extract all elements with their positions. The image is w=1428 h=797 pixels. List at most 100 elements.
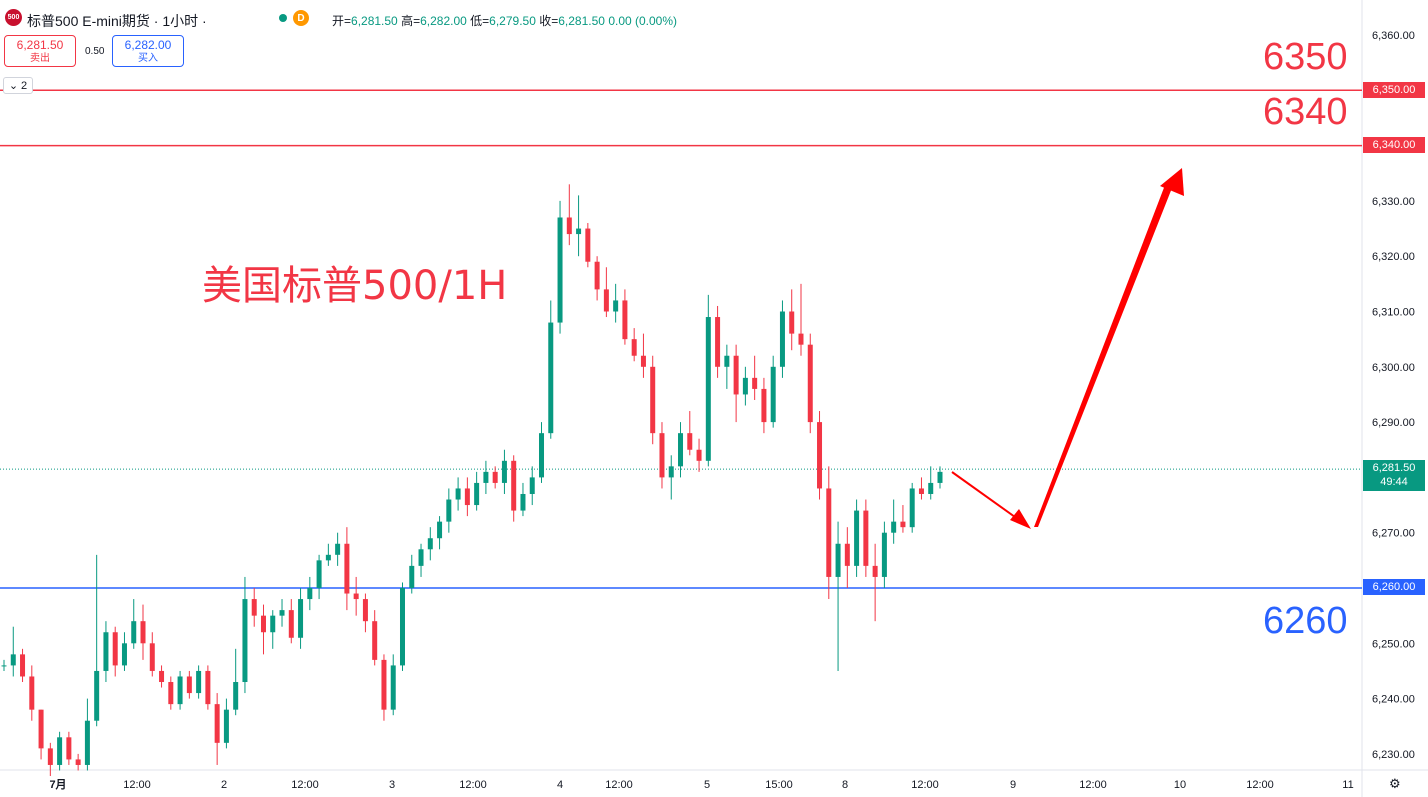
candle-body <box>501 460 507 483</box>
candle-body <box>891 521 897 533</box>
candle-body <box>715 317 721 367</box>
current-price-value: 6,281.50 <box>1372 462 1416 474</box>
candle-body <box>446 499 452 522</box>
chevron-down-icon: ⌄ <box>8 80 19 92</box>
candle-body <box>75 759 81 765</box>
indicators-toggle[interactable]: ⌄ 2 <box>3 77 33 94</box>
candle-body <box>159 670 165 683</box>
candle-body <box>298 599 304 638</box>
candle-body <box>937 471 943 483</box>
candle-body <box>57 737 63 765</box>
candle-body <box>798 333 804 345</box>
sell-button[interactable]: 6,281.50 卖出 <box>4 35 76 67</box>
candle-body <box>223 709 229 743</box>
close-value: 6,281.50 <box>558 14 605 28</box>
time-axis-label: 11 <box>1342 779 1353 791</box>
price-axis-tick: 6,360.00 <box>1372 30 1415 42</box>
candle-body <box>900 521 906 528</box>
buy-button[interactable]: 6,282.00 买入 <box>112 35 184 67</box>
price-axis-tick: 6,240.00 <box>1372 694 1415 706</box>
projection-up-arrowhead <box>1160 168 1184 196</box>
market-open-dot <box>279 14 287 22</box>
candle-body <box>807 344 813 423</box>
sell-price: 6,281.50 <box>16 38 64 52</box>
candle-body <box>233 682 239 710</box>
candle-body <box>631 339 637 356</box>
buy-label: 买入 <box>138 53 158 64</box>
candle-body <box>390 665 396 710</box>
candle-body <box>214 704 220 743</box>
level-label-6260: 6260 <box>1263 600 1348 642</box>
gear-icon[interactable]: ⚙ <box>1389 776 1401 791</box>
candle-body <box>566 217 572 235</box>
projection-down-arrowhead <box>1010 509 1031 529</box>
candle-body <box>603 289 609 312</box>
chart-annotation-title: 美国标普500/1H <box>202 263 508 309</box>
time-axis-label: 5 <box>704 779 710 791</box>
candle-body <box>1 665 7 667</box>
candle-body <box>112 632 118 666</box>
time-axis-label: 15:00 <box>765 779 793 791</box>
time-axis-label: 10 <box>1174 779 1186 791</box>
candle-body <box>399 588 405 666</box>
time-axis-label: 7月 <box>49 778 66 791</box>
candle-body <box>474 482 480 506</box>
price-tag-6340: 6,340.00 <box>1363 137 1425 153</box>
time-axis-label: 9 <box>1010 779 1016 791</box>
indicator-count: 2 <box>21 79 28 92</box>
candle-body <box>168 682 174 705</box>
candle-body <box>640 355 646 367</box>
price-axis-tick: 6,320.00 <box>1372 251 1415 263</box>
candle-body <box>576 228 582 235</box>
time-axis-label: 12:00 <box>459 779 487 791</box>
candle-body <box>529 477 535 494</box>
candle-body <box>817 422 823 489</box>
candle-body <box>84 720 90 765</box>
candle-body <box>279 610 285 616</box>
candle-body <box>696 449 702 461</box>
candle-body <box>455 488 461 500</box>
candle-body <box>650 366 656 434</box>
candle-body <box>140 621 146 644</box>
symbol-title[interactable]: 标普500 E-mini期货 · 1小时 · <box>27 13 207 29</box>
time-axis-label: 2 <box>221 779 227 791</box>
candle-body <box>761 388 767 423</box>
candle-body <box>418 549 424 566</box>
candle-body <box>344 543 350 594</box>
candle-body <box>66 737 72 760</box>
candle-body <box>20 654 26 677</box>
candle-body <box>585 228 591 262</box>
candle-body <box>826 488 832 577</box>
candle-body <box>121 643 127 666</box>
time-axis-label: 8 <box>842 779 848 791</box>
low-value: 6,279.50 <box>489 14 536 28</box>
candle-body <box>622 300 628 340</box>
candle-body <box>242 599 248 683</box>
projection-up-line <box>1034 185 1172 527</box>
price-tag-6260: 6,260.00 <box>1363 579 1425 595</box>
candle-body <box>705 317 711 461</box>
open-label: 开= <box>332 14 352 28</box>
candle-body <box>10 654 16 666</box>
candle-body <box>205 670 211 705</box>
price-axis-tick: 6,230.00 <box>1372 749 1415 761</box>
candle-body <box>325 554 331 561</box>
candle-body <box>94 670 100 721</box>
time-axis-label: 12:00 <box>123 779 151 791</box>
close-label: 收= <box>539 14 559 28</box>
time-axis-label: 12:00 <box>1079 779 1107 791</box>
candle-body <box>103 632 109 671</box>
candle-body <box>316 560 322 588</box>
candle-body <box>835 543 841 577</box>
candle-body <box>464 488 470 506</box>
candle-body <box>881 532 887 577</box>
symbol-logo: 500 <box>5 9 22 26</box>
price-axis-tick: 6,310.00 <box>1372 307 1415 319</box>
candle-body <box>863 510 869 566</box>
candle-body <box>288 610 294 638</box>
candle-body <box>270 615 276 633</box>
candle-body <box>251 599 257 616</box>
candle-body <box>381 659 387 710</box>
delayed-data-badge[interactable]: D <box>293 10 309 26</box>
